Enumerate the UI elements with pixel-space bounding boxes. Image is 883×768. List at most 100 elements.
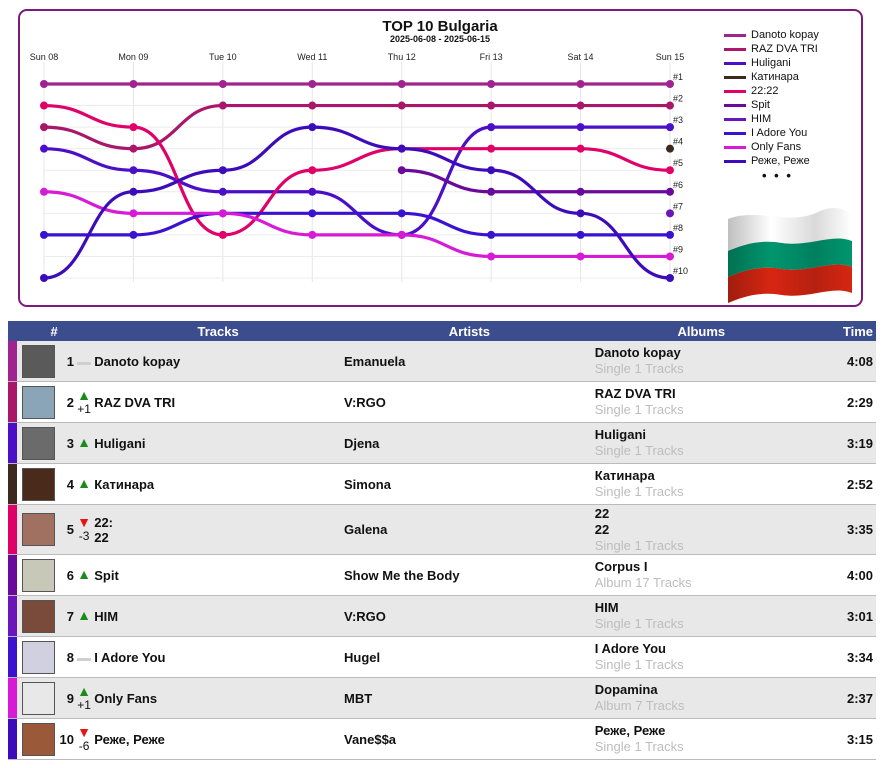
rank-number: 4 (57, 463, 76, 505)
artist-name[interactable]: MBT (343, 677, 595, 719)
data-point (40, 123, 48, 132)
album-cover-thumbnail[interactable] (22, 426, 56, 460)
album-cover-thumbnail[interactable] (22, 467, 56, 501)
thumbnail-cell (17, 381, 58, 423)
album-cell[interactable]: I Adore You Single 1 Tracks (594, 636, 808, 678)
album-cover-thumbnail[interactable] (22, 558, 56, 592)
album-cover-thumbnail[interactable] (22, 640, 56, 674)
track-title-text-line2: 22 (94, 529, 109, 545)
thumbnail-cell (17, 422, 58, 464)
artist-name[interactable]: Emanuela (343, 341, 595, 382)
album-cover-thumbnail[interactable] (22, 681, 56, 715)
track-title[interactable]: I Adore You (92, 636, 344, 678)
album-cover-thumbnail[interactable] (22, 722, 56, 756)
row-color-bar (8, 595, 18, 637)
track-title[interactable]: Only Fans (92, 677, 344, 719)
artist-name[interactable]: Show Me the Body (343, 554, 595, 596)
artist-name[interactable]: Vane$$a (343, 718, 595, 760)
series-8 (40, 187, 674, 261)
artist-name[interactable]: Galena (343, 504, 595, 555)
legend-label: Only Fans (751, 141, 802, 153)
header-num: # (17, 321, 58, 341)
album-cell[interactable]: Danoto kopay Single 1 Tracks (594, 341, 808, 382)
rank-delta: -3 (78, 529, 90, 543)
table-row[interactable]: 2 ▲ +1 RAZ DVA TRI V:RGO RAZ DVA TRI Single 1 … (8, 381, 876, 423)
legend-label: Danoto kopay (751, 29, 819, 41)
album-cell[interactable]: Corpus I Album 17 Tracks (594, 554, 808, 596)
legend-swatch (724, 117, 746, 121)
legend-label: Катинара (751, 71, 799, 83)
trend-same-icon (77, 658, 92, 661)
chart-title: TOP 10 Bulgaria (382, 18, 498, 35)
row-color-bar (8, 504, 18, 555)
album-cell[interactable]: Катинара Single 1 Tracks (594, 463, 808, 505)
track-title[interactable]: HIM (92, 595, 344, 637)
album-cell[interactable]: Huligani Single 1 Tracks (594, 422, 808, 464)
artist-name[interactable]: Djena (343, 422, 595, 464)
album-cover-thumbnail[interactable] (22, 599, 56, 633)
track-title[interactable]: RAZ DVA TRI (92, 381, 344, 423)
track-title[interactable]: Катинара (92, 463, 344, 505)
album-cell[interactable]: Реже, Реже Single 1 Tracks (594, 718, 808, 760)
data-point (308, 123, 317, 132)
album-cell[interactable]: Dopamina Album 7 Tracks (594, 677, 808, 719)
table-row[interactable]: 7 ▲ HIM V:RGO HIM Single 1 Tracks 3:01 (8, 595, 876, 637)
album-name-line2: 22 (594, 521, 610, 537)
row-color-bar (8, 636, 18, 678)
table-row[interactable]: 3 ▲ Huligani Djena Huligani Single 1 Tracks 3:… (8, 422, 876, 464)
table-row[interactable]: 10 ▼ -6 Реже, Реже Vane$$a Реже, Реже Single 1… (8, 718, 876, 760)
album-name: Huligani (594, 427, 647, 442)
album-cell[interactable]: RAZ DVA TRI Single 1 Tracks (594, 381, 808, 423)
legend-item: HIM (724, 112, 864, 126)
table-row[interactable]: 5 ▼ -3 22: 22 Galena 22 22 Single 1 Tracks 3:35 (8, 504, 876, 555)
album-cover-thumbnail[interactable] (22, 513, 56, 546)
table-row[interactable]: 1 Danoto kopay Emanuela Danoto kopay Single … (8, 341, 876, 382)
rank-tick-label: #8 (673, 223, 683, 233)
track-title[interactable]: Danoto kopay (92, 341, 344, 382)
track-title-text: 22: (94, 514, 114, 530)
table-row[interactable]: 4 ▲ Катинара Simona Катинара Single 1 Tracks 2… (8, 463, 876, 505)
data-point (129, 209, 138, 218)
legend-label: Spit (751, 99, 770, 111)
album-cover-thumbnail[interactable] (22, 385, 56, 419)
trend-cell: ▲ (75, 463, 93, 505)
album-name: Danoto kopay (594, 345, 681, 360)
header-spacer (57, 321, 76, 341)
table-header: # Tracks Artists Albums Time (8, 321, 876, 341)
header-colorbar (8, 321, 18, 341)
data-point (40, 144, 48, 153)
series-line (42, 190, 672, 259)
track-title-text: Danoto kopay (94, 353, 181, 369)
artist-name[interactable]: Hugel (343, 636, 595, 678)
rank-delta: +1 (77, 697, 91, 712)
legend-item: Huligani (724, 56, 864, 70)
track-title[interactable]: Реже, Реже (92, 718, 344, 760)
album-cell[interactable]: 22 22 Single 1 Tracks (594, 504, 808, 555)
artist-name[interactable]: Simona (343, 463, 595, 505)
series-line (42, 103, 672, 237)
track-title[interactable]: Spit (92, 554, 344, 596)
data-point (129, 230, 138, 239)
album-cover-thumbnail[interactable] (22, 344, 56, 378)
data-point (666, 80, 674, 88)
album-name: Dopamina (594, 682, 658, 697)
trend-cell: ▲ (75, 422, 93, 464)
x-tick-label: Sun 15 (656, 52, 685, 62)
series-line (42, 103, 672, 151)
track-title[interactable]: Huligani (92, 422, 344, 464)
album-cell[interactable]: HIM Single 1 Tracks (594, 595, 808, 637)
series-1 (40, 101, 674, 153)
trend-same-icon (77, 362, 92, 365)
table-row[interactable]: 6 ▲ Spit Show Me the Body Corpus I Album 17 T… (8, 554, 876, 596)
data-point (218, 230, 227, 239)
artist-name[interactable]: V:RGO (343, 381, 595, 423)
album-meta: Single 1 Tracks (594, 657, 684, 672)
table-row[interactable]: 9 ▲ +1 Only Fans MBT Dopamina Album 7 Tracks 2:… (8, 677, 876, 719)
data-point (487, 101, 496, 110)
x-tick-label: Sat 14 (568, 52, 594, 62)
trend-cell: ▼ -3 (75, 504, 93, 555)
artist-name[interactable]: V:RGO (343, 595, 595, 637)
track-title[interactable]: 22: 22 (92, 504, 344, 555)
legend-swatch (724, 33, 746, 37)
